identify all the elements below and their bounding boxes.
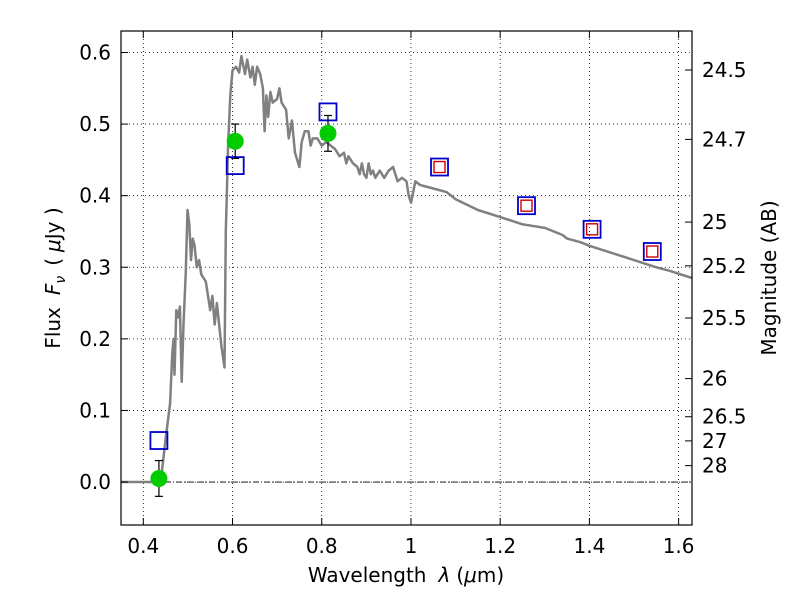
synthetic-flux-square xyxy=(517,196,536,216)
x-tick-label: 0.8 xyxy=(306,534,338,558)
synthetic-flux-inner-square xyxy=(585,223,599,236)
synthetic-flux-square xyxy=(149,431,169,450)
ticks: 0.4 0.6 0.8 1 1.2 1.4 1.6 0.0 0.1 0.2 0.3 0.4 0.5 0.6… xyxy=(79,31,747,558)
y-tick-label: 0.4 xyxy=(79,184,111,208)
synthetic-flux-inner-square xyxy=(520,199,533,212)
right-tick-label: 26.5 xyxy=(702,405,747,429)
observed-flux-point xyxy=(226,132,244,150)
observed-flux-point xyxy=(150,469,168,487)
y-tick-label: 0.2 xyxy=(79,327,111,351)
synthetic-flux-inner-square xyxy=(433,160,446,174)
right-tick-label: 25.2 xyxy=(702,254,747,278)
x-tick-label: 0.4 xyxy=(127,534,159,558)
model-sed-layer xyxy=(121,54,693,484)
x-tick-label: 0.6 xyxy=(217,534,249,558)
synthetic-flux-square xyxy=(430,157,449,177)
right-axis-label: Magnitude (AB) xyxy=(757,200,781,355)
y-tick-label: 0.5 xyxy=(79,112,111,136)
x-tick-label: 1.6 xyxy=(663,534,695,558)
x-tick-label: 1 xyxy=(405,534,418,558)
right-tick-label: 24.5 xyxy=(702,58,747,82)
model-sed-line xyxy=(121,54,693,484)
x-tick-label: 1.4 xyxy=(573,534,605,558)
x-axis-label: Wavelength λ (μm) xyxy=(308,563,504,587)
synthetic-flux-square xyxy=(582,219,602,239)
right-tick-label: 25.5 xyxy=(702,306,747,330)
y-tick-label: 0.0 xyxy=(79,470,111,494)
right-tick-label: 24.7 xyxy=(702,127,747,151)
x-tick-label: 1.2 xyxy=(484,534,516,558)
right-tick-label: 27 xyxy=(702,429,727,453)
observed-flux-point xyxy=(319,124,337,142)
right-tick-label: 26 xyxy=(702,367,727,391)
synthetic-flux-square xyxy=(642,242,662,261)
right-tick-label: 28 xyxy=(702,454,727,478)
y-axis-label: FluxFν(μJy ) xyxy=(41,207,69,348)
plot-frame xyxy=(120,30,693,526)
photometry-layer xyxy=(149,102,662,497)
right-tick-label: 25 xyxy=(702,210,727,234)
y-tick-label: 0.1 xyxy=(79,398,111,422)
y-tick-label: 0.3 xyxy=(79,255,111,279)
y-tick-label: 0.6 xyxy=(79,40,111,64)
synthetic-flux-inner-square xyxy=(646,245,659,258)
